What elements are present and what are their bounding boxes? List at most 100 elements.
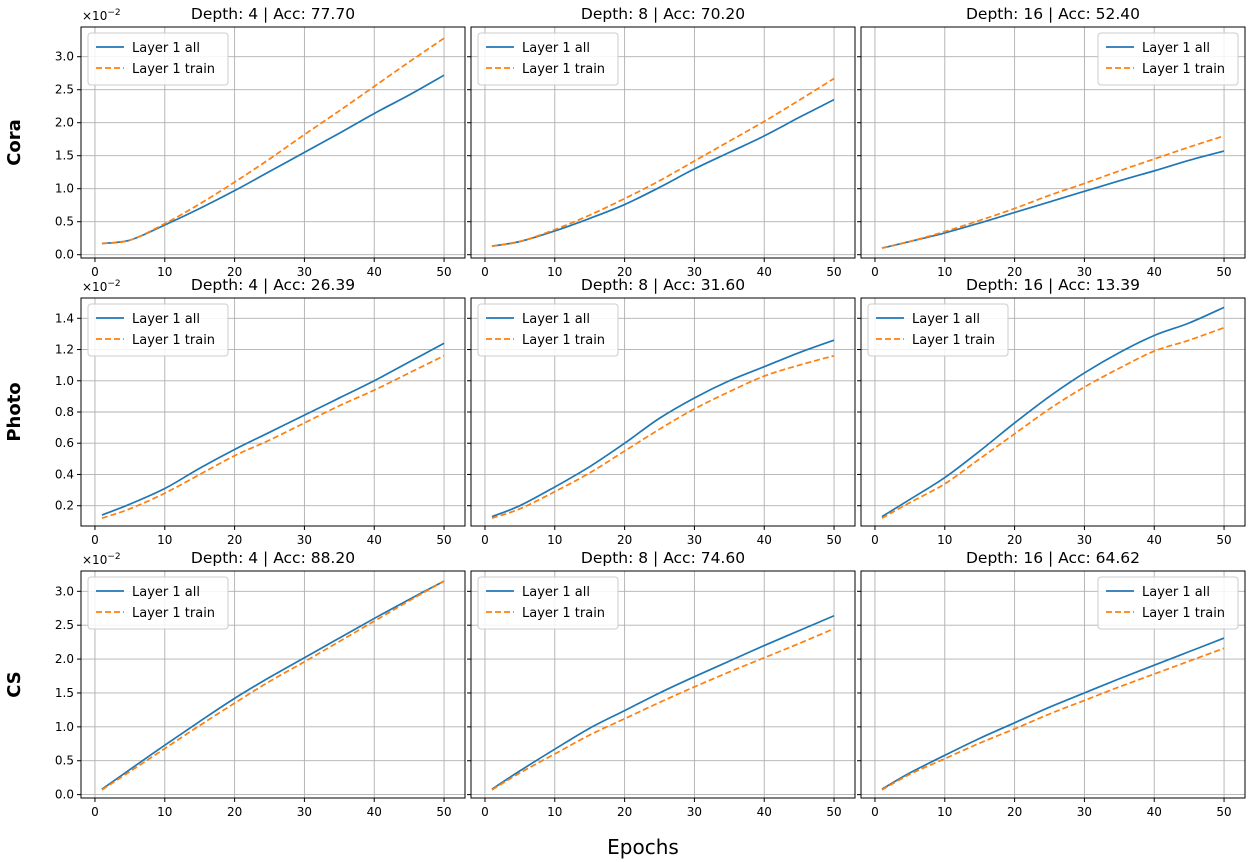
x-tick-label: 40 [367,533,382,547]
x-tick-label: 20 [1007,533,1022,547]
y-tick-label: 0.8 [55,405,74,419]
x-tick-label: 30 [687,265,702,279]
legend-box [87,303,229,357]
legend-label: Layer 1 train [522,62,605,77]
x-tick-label: 40 [757,805,772,819]
x-tick-label: 30 [297,265,312,279]
series-line-all [491,339,835,518]
series-line-train [491,77,835,247]
x-tick-label: 10 [547,533,562,547]
subplot: 0 10 20 30 40 50 Depth: 8 | Acc: 31.60 Layer 1 … [467,276,856,547]
x-tick-label: 0 [481,805,489,819]
legend-label: Layer 1 train [132,62,215,77]
legend: Layer 1 all Layer 1 train [477,32,619,86]
series-line-all [101,342,445,516]
x-tick-label: 0 [91,805,99,819]
x-tick-label: 20 [1007,805,1022,819]
row-label: Cora [4,119,25,166]
axes-frame [80,570,466,799]
x-tick-label: 20 [227,533,242,547]
y-tick-label: 1.0 [55,720,74,734]
row-label: Photo [4,382,25,441]
y-tick-label: 1.0 [55,182,74,196]
x-axis-label: Epochs [607,835,679,859]
series-line-all [881,637,1225,790]
legend-label: Layer 1 all [1142,41,1210,56]
legend-box [87,32,229,86]
y-tick-label: 1.5 [55,686,74,700]
legend: Layer 1 all Layer 1 train [87,576,229,630]
series-line-train [491,627,835,791]
subplot: 0 10 20 30 40 50 Depth: 16 | Acc: 13.39 Layer 1… [857,276,1246,547]
y-tick-label: 0.2 [55,499,74,513]
y-tick-label: 0.5 [55,754,74,768]
x-tick-label: 40 [1147,265,1162,279]
x-tick-label: 50 [1216,533,1231,547]
legend-label: Layer 1 all [132,585,200,600]
x-tick-label: 30 [687,805,702,819]
legend-label: Layer 1 train [1142,62,1225,77]
subplot-title: Depth: 8 | Acc: 70.20 [581,5,745,23]
x-tick-label: 0 [91,533,99,547]
subplot-title: Depth: 16 | Acc: 64.62 [966,549,1140,567]
subplot: 0 10 20 30 40 50 Depth: 16 | Acc: 52.40 Layer 1… [857,5,1246,279]
y-tick-label: 3.0 [55,50,74,64]
row-label: CS [4,671,25,698]
x-tick-label: 40 [1147,805,1162,819]
legend-label: Layer 1 all [1142,585,1210,600]
axes-frame [80,26,466,259]
x-tick-label: 50 [826,265,841,279]
legend-label: Layer 1 all [522,41,590,56]
legend-box [87,576,229,630]
x-tick-label: 10 [937,805,952,819]
y-tick-label: 2.0 [55,652,74,666]
y-tick-label: 1.4 [55,311,74,325]
subplot: 0 10 20 30 40 50 Depth: 16 | Acc: 64.62 Layer 1… [857,549,1246,819]
series-line-train [101,37,445,245]
x-tick-label: 0 [871,533,879,547]
legend-label: Layer 1 all [912,312,980,327]
axes-frame [470,26,856,259]
x-tick-label: 50 [1216,265,1231,279]
legend-label: Layer 1 all [522,312,590,327]
legend-label: Layer 1 train [522,606,605,621]
x-tick-label: 0 [481,533,489,547]
legend-label: Layer 1 train [522,333,605,348]
subplot-title: Depth: 8 | Acc: 31.60 [581,276,745,294]
legend: Layer 1 all Layer 1 train [1097,32,1239,86]
legend-label: Layer 1 all [522,585,590,600]
x-tick-label: 30 [1077,533,1092,547]
subplot: 0 10 20 30 40 500.00.51.01.52.02.53.0×10−2 Dep… [55,5,466,279]
x-tick-label: 30 [687,533,702,547]
legend-label: Layer 1 train [132,333,215,348]
x-tick-label: 20 [1007,265,1022,279]
y-tick-label: 0.0 [55,788,74,802]
legend-label: Layer 1 all [132,41,200,56]
legend-box [477,303,619,357]
x-tick-label: 10 [937,533,952,547]
series-line-train [881,326,1225,519]
legend-label: Layer 1 all [132,312,200,327]
subplot: 0 10 20 30 40 50 Depth: 8 | Acc: 74.60 Layer 1 … [467,549,856,819]
x-tick-label: 0 [871,805,879,819]
x-tick-label: 40 [367,265,382,279]
y-tick-label: 1.5 [55,149,74,163]
axes-frame [860,26,1246,259]
y-tick-label: 2.5 [55,83,74,97]
x-tick-label: 40 [1147,533,1162,547]
series-line-all [881,306,1225,518]
x-tick-label: 10 [547,265,562,279]
x-tick-label: 30 [1077,265,1092,279]
subplot: 0 10 20 30 40 500.20.40.60.81.01.21.4×10−2 Dep… [55,276,466,547]
y-tick-label: 1.0 [55,374,74,388]
series-line-train [101,355,445,519]
x-tick-label: 0 [481,265,489,279]
series-line-train [881,647,1225,791]
legend: Layer 1 all Layer 1 train [477,303,619,357]
subplot: 0 10 20 30 40 500.00.51.01.52.02.53.0×10−2 Dep… [55,549,466,819]
legend-box [867,303,1009,357]
legend-label: Layer 1 train [912,333,995,348]
x-tick-label: 30 [297,533,312,547]
x-tick-label: 50 [826,533,841,547]
